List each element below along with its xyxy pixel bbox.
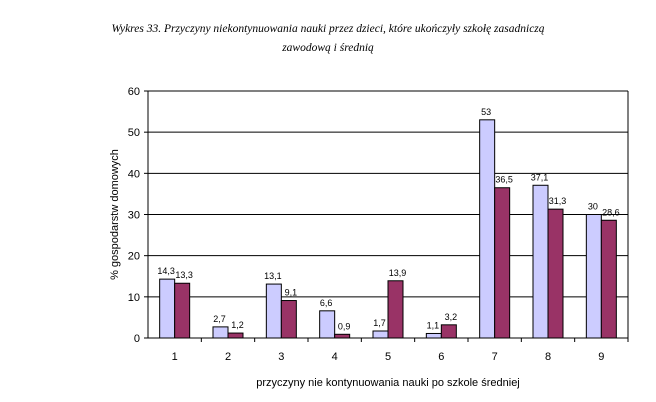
y-tick-label: 10 [128,292,140,304]
bar [479,119,496,339]
bar [440,324,457,339]
bar [174,282,191,339]
bar [280,300,297,339]
x-axis-title: przyczyny nie kontynuowania nauki po szk… [256,377,520,389]
data-label: 14,3 [157,266,175,276]
bar [319,310,336,339]
data-label: 1,2 [231,320,244,330]
x-tick-label: 6 [438,351,444,363]
y-tick-label: 20 [128,251,140,263]
data-label: 28,6 [602,207,620,217]
y-tick-label: 60 [128,86,140,98]
x-tick-label: 9 [598,351,604,363]
bar [265,283,282,339]
data-label: 2,7 [213,314,226,324]
y-tick-label: 0 [134,333,140,345]
data-label: 0,9 [338,321,351,331]
x-tick-label: 5 [385,351,391,363]
chart-title-line1: Wykres 33. Przyczyny niekontynuowania na… [111,23,545,35]
bar [387,280,404,339]
bar [159,278,176,339]
data-label: 53 [481,107,491,117]
bar [425,332,442,339]
y-tick-label: 40 [128,168,140,180]
x-tick-label: 7 [492,351,498,363]
x-tick-label: 2 [225,351,231,363]
data-label: 1,7 [373,318,386,328]
y-tick-label: 50 [128,127,140,139]
data-label: 6,6 [320,298,333,308]
bar [532,184,549,339]
bar [494,187,511,339]
data-label: 36,5 [495,175,513,185]
data-label: 1,1 [427,320,440,330]
y-tick-label: 30 [128,210,140,222]
bar [372,330,389,339]
data-label: 9,1 [285,288,298,298]
data-label: 13,1 [264,271,282,281]
x-tick-label: 8 [545,351,551,363]
bar [212,326,229,339]
bar [227,332,244,339]
data-label: 37,1 [531,172,549,182]
bar [585,214,602,339]
y-axis-title: % gospodarstw domowych [109,149,121,280]
data-label: 13,9 [389,268,407,278]
x-tick-label: 3 [278,351,284,363]
chart-title-line2: zawodową i średnią [282,42,374,54]
chart-title: Wykres 33. Przyczyny niekontynuowania na… [0,20,656,58]
bar [334,333,351,339]
x-tick-label: 1 [172,351,178,363]
bar [600,219,617,339]
data-label: 13,3 [175,270,193,280]
bar [547,208,564,339]
data-label: 3,2 [445,312,458,322]
data-label: 30 [588,202,598,212]
data-label: 31,3 [549,196,567,206]
x-tick-label: 4 [332,351,338,363]
